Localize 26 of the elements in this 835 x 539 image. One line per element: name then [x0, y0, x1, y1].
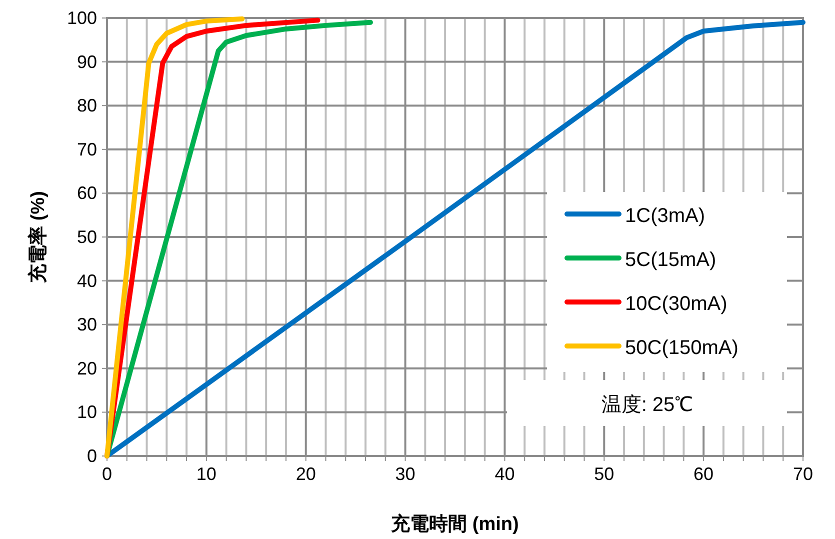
- y-axis-title: 充電率 (%): [27, 191, 49, 284]
- legend-label: 1C(3mA): [625, 205, 706, 227]
- y-tick-label: 80: [76, 96, 97, 116]
- y-tick-label: 30: [76, 314, 97, 335]
- x-tick-label: 40: [494, 464, 515, 484]
- y-tick-label: 90: [76, 52, 97, 72]
- annotation: 温度: 25℃: [601, 394, 693, 416]
- x-tick-label: 0: [102, 464, 112, 484]
- y-tick-label: 70: [76, 139, 97, 160]
- x-tick-label: 50: [594, 464, 614, 484]
- x-tick-label: 60: [694, 464, 714, 484]
- legend-label: 10C(30mA): [625, 293, 728, 315]
- x-tick-label: 70: [792, 464, 814, 484]
- x-tick-label: 20: [296, 464, 316, 484]
- x-tick-label: 30: [395, 464, 416, 484]
- y-tick-label: 10: [76, 402, 97, 422]
- y-tick-label: 20: [76, 358, 97, 378]
- y-tick-label: 100: [66, 8, 97, 28]
- legend-label: 50C(150mA): [625, 337, 738, 359]
- y-tick-label: 40: [76, 270, 97, 291]
- y-tick-label: 0: [86, 446, 97, 466]
- legend-label: 5C(15mA): [625, 249, 716, 271]
- x-axis-title: 充電時間 (min): [390, 513, 519, 535]
- y-tick-label: 60: [76, 183, 97, 204]
- y-tick-label: 50: [76, 227, 97, 247]
- x-tick-label: 10: [196, 464, 216, 484]
